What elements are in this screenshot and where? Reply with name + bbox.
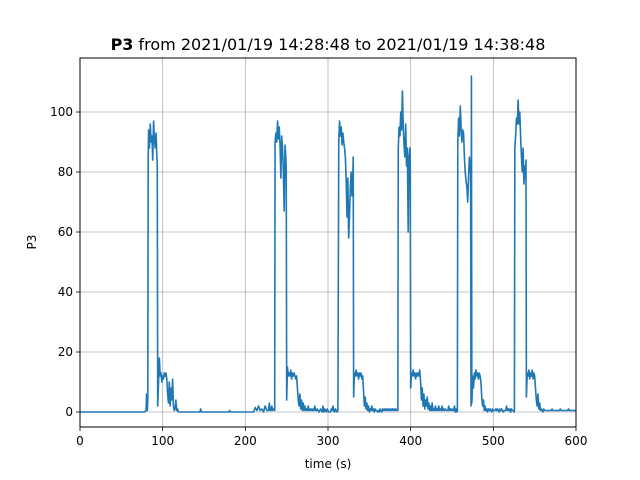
- chart-title-bold: P3: [111, 35, 134, 54]
- x-tick-label: 300: [317, 434, 340, 448]
- chart-title-rest: from 2021/01/19 14:28:48 to 2021/01/19 1…: [133, 35, 545, 54]
- chart-title: P3 from 2021/01/19 14:28:48 to 2021/01/1…: [111, 35, 546, 54]
- y-tick-label: 0: [65, 405, 73, 419]
- series-line-p3: [80, 75, 576, 413]
- x-tick-label: 400: [399, 434, 422, 448]
- x-tick-label: 600: [565, 434, 588, 448]
- x-axis-ticks: 0 100 200 300 400 500 600: [76, 427, 587, 448]
- x-tick-label: 100: [151, 434, 174, 448]
- x-tick-label: 0: [76, 434, 84, 448]
- y-tick-label: 100: [50, 105, 73, 119]
- y-tick-label: 40: [58, 285, 73, 299]
- y-axis-ticks: 0 20 40 60 80 100: [50, 105, 80, 419]
- x-axis-label: time (s): [305, 457, 352, 471]
- x-tick-label: 500: [482, 434, 505, 448]
- x-tick-label: 200: [234, 434, 257, 448]
- y-tick-label: 20: [58, 345, 73, 359]
- y-axis-label: P3: [25, 235, 39, 250]
- y-tick-label: 60: [58, 225, 73, 239]
- y-tick-label: 80: [58, 165, 73, 179]
